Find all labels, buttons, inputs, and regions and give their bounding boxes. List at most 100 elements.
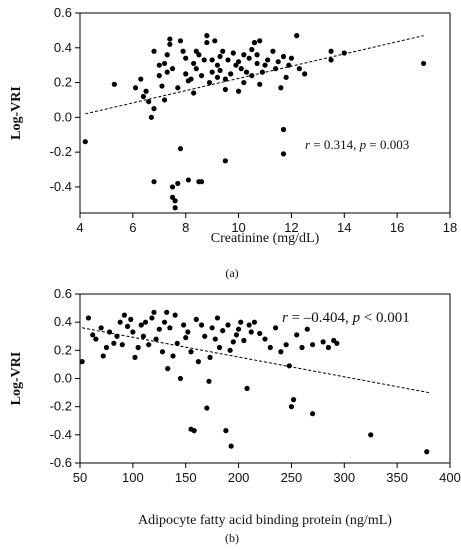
data-point bbox=[309, 342, 316, 348]
data-point bbox=[132, 85, 139, 91]
x-tick-label: 150 bbox=[175, 470, 197, 485]
data-point bbox=[172, 312, 178, 318]
data-point bbox=[135, 344, 141, 351]
x-tick-label: 100 bbox=[122, 470, 144, 485]
data-point bbox=[151, 309, 157, 315]
data-point bbox=[128, 316, 134, 322]
data-point bbox=[222, 76, 228, 82]
data-point bbox=[230, 339, 236, 345]
y-tick-label: -0.6 bbox=[50, 455, 72, 470]
data-point bbox=[206, 378, 212, 384]
data-point bbox=[286, 62, 292, 68]
data-point bbox=[280, 126, 287, 133]
x-tick-label: 12 bbox=[284, 220, 298, 235]
scatter-panel-a: 4 6 8 10 12 14 16 18 -0.4 -0.2 0.0 0.2 0.4 0.6 Creatin… bbox=[9, 5, 457, 280]
data-point bbox=[283, 74, 289, 80]
data-point bbox=[241, 337, 247, 344]
data-point bbox=[119, 342, 125, 348]
y-tick-label: -0.4 bbox=[50, 179, 72, 194]
data-point bbox=[148, 114, 154, 120]
data-point bbox=[185, 329, 191, 335]
data-point bbox=[172, 205, 178, 211]
data-point bbox=[341, 50, 347, 56]
data-point bbox=[191, 428, 197, 434]
data-point bbox=[161, 319, 168, 325]
r-label: r bbox=[305, 137, 311, 152]
data-point bbox=[193, 316, 199, 322]
trend-line bbox=[85, 35, 424, 115]
data-point bbox=[328, 48, 334, 54]
data-point bbox=[262, 336, 268, 342]
x-tick-label: 10 bbox=[231, 220, 245, 235]
data-point bbox=[309, 411, 316, 417]
data-point bbox=[207, 354, 213, 360]
data-point bbox=[175, 180, 181, 187]
data-point bbox=[185, 177, 191, 183]
panel-caption: (b) bbox=[225, 531, 239, 545]
data-point bbox=[167, 36, 173, 42]
data-point bbox=[246, 55, 252, 61]
data-point bbox=[121, 312, 127, 318]
data-point bbox=[181, 322, 187, 328]
data-point bbox=[227, 347, 233, 353]
x-tick-label: 200 bbox=[228, 470, 250, 485]
y-tick-label: -0.2 bbox=[50, 399, 72, 414]
data-point bbox=[164, 309, 170, 315]
scatter-panel-b: 50 100 150 200 250 300 350 400 -0.6 -0.4 -0.2 0.0 0.… bbox=[9, 286, 461, 545]
data-point bbox=[172, 198, 178, 204]
data-point bbox=[188, 349, 194, 355]
data-point bbox=[368, 432, 374, 438]
data-point bbox=[90, 332, 96, 338]
data-point bbox=[138, 322, 144, 328]
data-point bbox=[265, 57, 271, 63]
data-point bbox=[165, 366, 171, 372]
data-point bbox=[223, 428, 229, 434]
data-point bbox=[198, 179, 205, 185]
y-tick-label: 0.4 bbox=[54, 40, 72, 55]
data-point bbox=[233, 332, 240, 338]
data-point bbox=[177, 38, 184, 44]
trend-line bbox=[82, 327, 429, 394]
x-axis-title: Creatinine (mg/dL) bbox=[211, 231, 320, 246]
data-point bbox=[142, 319, 149, 325]
data-point bbox=[257, 330, 263, 337]
panel-caption: (a) bbox=[225, 266, 238, 280]
data-point bbox=[93, 336, 99, 342]
data-point bbox=[140, 333, 147, 339]
x-axis-title: Adipocyte fatty acid binding protein (ng… bbox=[138, 513, 392, 528]
data-point bbox=[283, 342, 289, 348]
data-point bbox=[320, 339, 326, 345]
y-tick-label: 0.6 bbox=[54, 5, 72, 20]
data-point bbox=[235, 326, 242, 332]
data-point bbox=[159, 349, 166, 355]
data-point bbox=[251, 39, 258, 46]
data-point bbox=[188, 76, 194, 82]
data-point bbox=[174, 340, 180, 346]
data-point bbox=[183, 335, 189, 341]
data-point bbox=[117, 319, 123, 325]
data-point bbox=[278, 85, 284, 91]
data-point bbox=[238, 66, 244, 72]
x-tick-label: 250 bbox=[281, 470, 303, 485]
data-point bbox=[151, 106, 157, 112]
data-point bbox=[259, 69, 265, 75]
data-point bbox=[204, 405, 210, 411]
plot-frame bbox=[79, 12, 451, 214]
y-tick-label: 0.2 bbox=[54, 75, 72, 90]
data-point bbox=[177, 146, 184, 152]
data-point bbox=[159, 83, 165, 89]
data-point bbox=[254, 60, 260, 67]
data-point bbox=[251, 319, 258, 325]
data-point bbox=[272, 325, 279, 331]
data-point bbox=[169, 66, 176, 72]
data-point bbox=[294, 332, 300, 338]
data-point bbox=[161, 97, 168, 103]
data-point bbox=[235, 88, 242, 94]
data-point bbox=[230, 50, 236, 56]
x-tick-label: 16 bbox=[390, 220, 404, 235]
data-point bbox=[288, 55, 295, 61]
data-point bbox=[249, 46, 255, 53]
data-point bbox=[124, 323, 131, 329]
data-point bbox=[222, 86, 228, 93]
data-point bbox=[272, 66, 279, 72]
